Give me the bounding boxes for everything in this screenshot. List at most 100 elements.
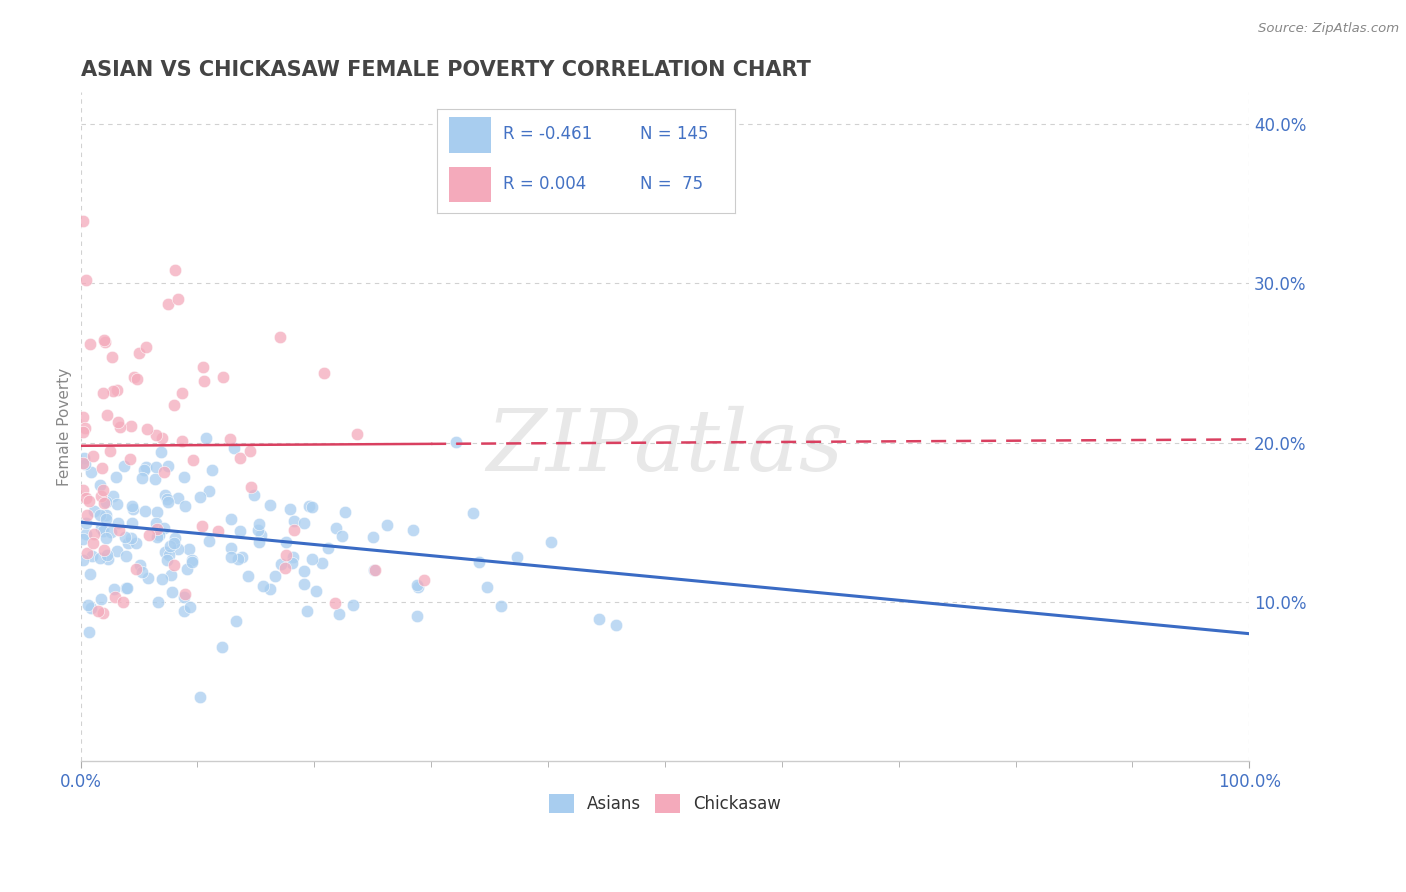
Point — [118, 451, 141, 466]
Point — [588, 612, 610, 626]
Point — [128, 558, 150, 573]
Point — [114, 581, 136, 595]
Point — [156, 552, 179, 566]
Point — [247, 534, 270, 549]
Point — [179, 599, 201, 614]
Text: ASIAN VS CHICKASAW FEMALE POVERTY CORRELATION CHART: ASIAN VS CHICKASAW FEMALE POVERTY CORREL… — [80, 60, 810, 79]
Point — [75, 527, 97, 541]
Point — [274, 535, 297, 549]
Point — [177, 542, 200, 557]
Point — [96, 409, 118, 423]
Point — [211, 640, 233, 654]
Point — [174, 586, 197, 600]
Point — [90, 489, 112, 503]
Point — [82, 449, 104, 463]
Point — [104, 591, 127, 605]
Point — [156, 297, 179, 311]
Point — [93, 333, 115, 347]
Point — [101, 490, 124, 504]
Point — [128, 345, 150, 359]
Point — [117, 536, 139, 550]
Point — [72, 214, 94, 228]
Point — [105, 383, 128, 397]
Point — [163, 536, 186, 550]
Point — [146, 505, 169, 519]
Point — [259, 582, 281, 597]
Point — [295, 604, 318, 618]
Point — [270, 557, 292, 571]
Point — [159, 540, 181, 554]
Point — [103, 582, 125, 596]
Point — [165, 532, 187, 546]
Point — [477, 580, 499, 594]
Point — [236, 568, 259, 582]
Point — [100, 524, 122, 539]
Point — [156, 491, 179, 506]
Point — [280, 557, 302, 571]
Point — [468, 555, 491, 569]
Point — [125, 372, 148, 386]
Point — [153, 465, 176, 479]
Point — [193, 374, 215, 388]
Point — [134, 463, 156, 477]
Point — [79, 337, 101, 351]
Point — [90, 521, 112, 535]
Point — [120, 531, 142, 545]
Point — [181, 552, 204, 566]
Point — [136, 571, 159, 585]
Point — [148, 595, 170, 609]
Point — [153, 521, 176, 535]
Point — [249, 528, 271, 542]
Point — [173, 470, 195, 484]
Point — [121, 500, 143, 514]
Point — [375, 517, 398, 532]
Point — [247, 517, 270, 532]
Point — [105, 470, 128, 484]
Point — [112, 458, 135, 473]
Point — [77, 493, 100, 508]
Point — [176, 562, 198, 576]
Point — [101, 350, 124, 364]
Point — [83, 503, 105, 517]
Point — [246, 523, 269, 537]
Legend: Asians, Chickasaw: Asians, Chickasaw — [548, 794, 780, 813]
Point — [93, 496, 115, 510]
Point — [91, 524, 114, 538]
Point — [150, 573, 173, 587]
Point — [157, 548, 180, 562]
Point — [153, 545, 176, 559]
Point — [198, 483, 221, 498]
Point — [239, 480, 262, 494]
Point — [145, 460, 167, 475]
Point — [540, 534, 562, 549]
Point — [264, 568, 287, 582]
Point — [166, 542, 188, 557]
Point — [190, 690, 212, 705]
Point — [301, 500, 323, 514]
Point — [89, 478, 111, 492]
Point — [181, 556, 204, 570]
Point — [96, 548, 118, 562]
Point — [229, 524, 252, 538]
Point — [231, 549, 253, 564]
Point — [283, 514, 305, 528]
Point — [292, 516, 315, 531]
Point — [72, 410, 94, 425]
Point — [165, 262, 187, 277]
Point — [160, 585, 183, 599]
Point — [93, 543, 115, 558]
Point — [211, 370, 233, 384]
Point — [406, 580, 429, 594]
Point — [83, 526, 105, 541]
Point — [346, 426, 368, 441]
Point — [148, 528, 170, 542]
Point — [330, 529, 353, 543]
Point — [76, 546, 98, 560]
Point — [73, 450, 96, 465]
Point — [166, 292, 188, 306]
Point — [90, 592, 112, 607]
Point — [96, 532, 118, 546]
Point — [402, 523, 425, 537]
Point — [364, 563, 387, 577]
Point — [325, 521, 347, 535]
